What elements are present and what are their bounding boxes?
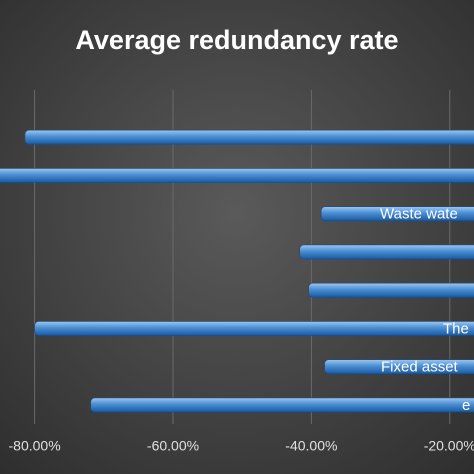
x-tick-label: -20.00% [424, 438, 474, 454]
chart-title: Average redundancy rate [75, 25, 398, 55]
bar [324, 359, 474, 375]
x-tick-label: -80.00% [9, 438, 61, 454]
bar [0, 167, 474, 183]
x-tick-label: -40.00% [285, 438, 337, 454]
category-label: Fixed asset [381, 359, 459, 376]
bar [24, 129, 474, 145]
category-label: Waste wate [380, 206, 458, 223]
bar [299, 244, 474, 260]
bar [34, 320, 474, 336]
x-tick-label: -60.00% [147, 438, 199, 454]
category-label: The [443, 320, 469, 337]
bar [308, 282, 474, 298]
bar [90, 397, 474, 413]
bar [320, 206, 474, 222]
category-label: e [462, 397, 470, 414]
